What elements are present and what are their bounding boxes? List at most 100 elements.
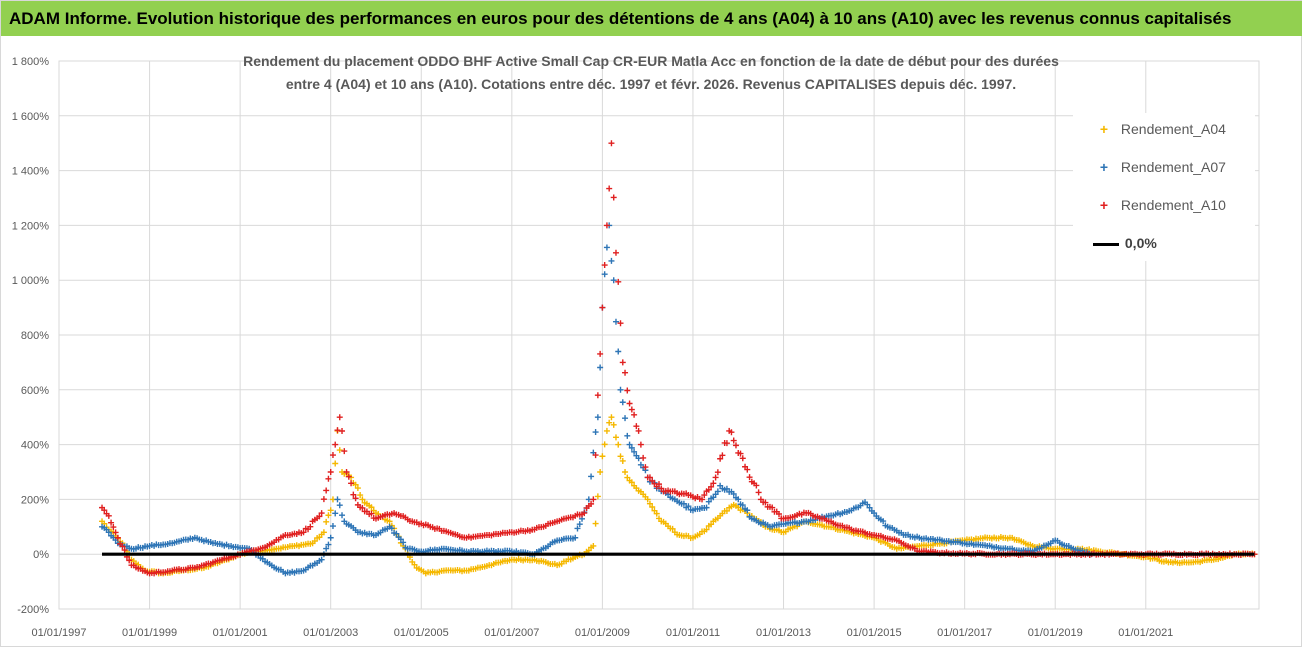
interpolated-point [628,479,635,486]
interpolated-point [730,437,737,444]
x-tick-label: 01/01/1997 [31,627,86,639]
interpolated-point [320,496,327,503]
interpolated-point [325,512,332,519]
interpolated-point [354,485,361,492]
interpolated-point [610,194,617,201]
x-tick-label: 01/01/2019 [1028,627,1083,639]
legend-label-a04: Rendement_A04 [1120,121,1226,137]
interpolated-point [708,521,715,528]
data-point [332,441,339,448]
legend-item-a04: + Rendement_A04 [1093,121,1226,137]
interpolated-point [334,427,341,434]
interpolated-point [108,519,115,526]
interpolated-point [628,406,635,413]
y-tick-label: 1 200% [12,220,50,232]
interpolated-point [368,510,375,517]
data-point [386,518,393,525]
y-tick-label: -200% [17,604,49,616]
data-point [318,510,325,517]
interpolated-point [642,464,649,471]
interpolated-point [612,318,619,325]
x-tick-label: 01/01/2013 [756,627,811,639]
interpolated-point [400,539,407,546]
interpolated-point [352,481,359,488]
interpolated-point [653,510,660,517]
interpolated-point [112,529,119,536]
y-tick-label: 1 400% [12,166,50,178]
legend-label-zero: 0,0% [1124,235,1157,251]
interpolated-point [316,513,323,520]
interpolated-point [393,530,400,537]
x-tick-label: 01/01/2017 [937,627,992,639]
data-point [334,496,341,503]
data-point [699,496,706,503]
interpolated-point [597,364,604,371]
data-point [105,512,112,519]
interpolated-point [622,369,629,376]
interpolated-point [126,557,133,564]
y-tick-label: 1 800% [12,56,50,68]
interpolated-point [708,483,715,490]
interpolated-point [732,442,739,449]
interpolated-point [701,492,708,499]
interpolated-point [744,466,751,473]
data-point [603,222,610,229]
data-point [730,490,737,497]
legend-item-a10: + Rendement_A10 [1093,197,1226,213]
y-axis-ticks: -200% 0% 200% 400% 600% 800% 1 000% 1 200% 1 400… [12,56,50,616]
x-tick-label: 01/01/2015 [847,627,902,639]
interpolated-point [345,473,352,480]
interpolated-point [680,500,687,507]
interpolated-point [762,499,769,506]
data-point [739,455,746,462]
data-point [343,469,350,475]
interpolated-point [669,525,676,532]
y-tick-label: 1 600% [12,111,50,123]
interpolated-point [359,504,366,511]
legend-item-zero: 0,0% [1093,235,1157,251]
interpolated-point [610,421,617,428]
x-tick-label: 01/01/2007 [484,627,539,639]
interpolated-point [588,500,595,507]
data-point [703,504,710,511]
interpolated-point [612,434,619,441]
interpolated-point [769,504,776,511]
data-point [615,441,622,448]
data-point [300,529,307,536]
interpolated-point [601,262,608,269]
interpolated-point [633,423,640,430]
interpolated-point [608,257,615,264]
data-series [99,140,1258,577]
interpolated-point [656,481,662,488]
interpolated-point [348,480,355,487]
data-point [703,526,710,533]
interpolated-point [649,503,656,510]
report-banner: ADAM Informe. Evolution historique des p… [1,1,1302,36]
interpolated-point [615,348,622,355]
legend-item-a07: + Rendement_A07 [1093,159,1226,175]
interpolated-point [606,419,613,426]
interpolated-point [776,510,782,517]
interpolated-point [352,495,359,502]
interpolated-point [685,503,692,510]
interpolated-point [646,500,653,507]
interpolated-point [737,450,744,457]
interpolated-point [880,518,887,525]
interpolated-point [594,493,601,500]
data-point [612,249,619,256]
interpolated-point [624,432,631,439]
data-point [572,534,579,541]
y-tick-label: 800% [21,330,49,342]
interpolated-point [329,523,336,530]
data-point [608,414,615,421]
interpolated-point [606,185,613,192]
interpolated-point [329,452,336,459]
data-point [327,534,334,541]
data-point [635,427,642,434]
data-point [619,359,626,366]
interpolated-point [739,502,746,509]
data-point [626,441,633,448]
plus-marker-icon: + [1099,159,1109,175]
interpolated-point [658,485,665,492]
